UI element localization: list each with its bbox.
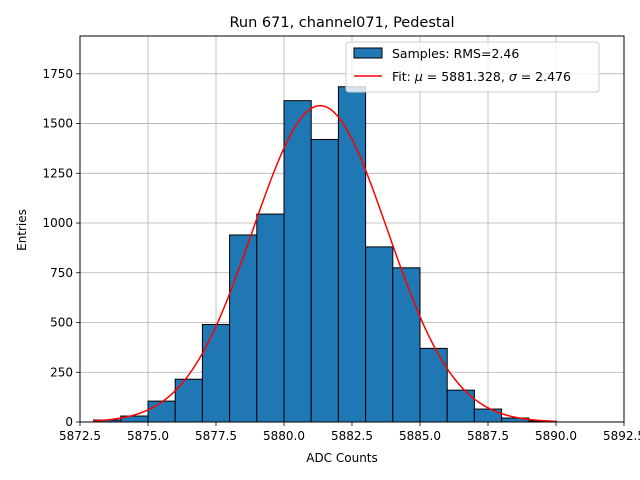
legend-fit-mu-value: = 5881.328, <box>423 69 509 84</box>
y-tick-label: 1000 <box>42 216 73 230</box>
histogram-bar <box>419 347 448 423</box>
x-tick-label: 5877.5 <box>195 429 237 443</box>
legend-fit-mu-symbol: μ <box>414 69 423 84</box>
y-tick-label: 0 <box>65 415 73 429</box>
x-tick-label: 5872.5 <box>59 429 101 443</box>
legend-histogram-label: Samples: RMS=2.46 <box>392 46 519 61</box>
y-tick-label: 1250 <box>42 166 73 180</box>
y-tick-label: 500 <box>50 316 73 330</box>
x-tick-label: 5880.0 <box>263 429 305 443</box>
legend-fit-prefix: Fit: <box>392 69 415 84</box>
histogram-bars <box>93 86 557 423</box>
histogram-bar <box>256 213 285 423</box>
x-tick-label: 5875.0 <box>127 429 169 443</box>
legend-fit-label: Fit: μ = 5881.328, σ = 2.476 <box>392 69 571 84</box>
y-tick-label: 1500 <box>42 117 73 131</box>
y-tick-label: 250 <box>50 365 73 379</box>
x-tick-label: 5882.5 <box>331 429 373 443</box>
y-tick-label: 750 <box>50 266 73 280</box>
x-tick-label: 5890.0 <box>535 429 577 443</box>
x-axis-label: ADC Counts <box>306 451 378 465</box>
chart-title: Run 671, channel071, Pedestal <box>229 15 454 31</box>
legend-box <box>345 41 600 93</box>
x-tick-label: 5887.5 <box>467 429 509 443</box>
x-axis-ticks: 5872.5 5875.0 5877.5 5880.0 5882.5 5885.0 5887… <box>59 422 640 443</box>
y-tick-label: 1750 <box>42 67 73 81</box>
x-tick-label: 5885.0 <box>399 429 441 443</box>
legend-histogram-swatch <box>353 47 383 59</box>
histogram-bar <box>365 246 394 423</box>
histogram-bar <box>473 408 503 423</box>
legend-fit-sigma-symbol: σ <box>509 69 518 84</box>
histogram-bar <box>201 324 231 423</box>
histogram-bar <box>229 234 258 423</box>
histogram-bar <box>310 138 339 423</box>
fit-curve-layer <box>93 104 557 423</box>
histogram-bar <box>392 267 421 423</box>
legend: Samples: RMS=2.46 Fit: μ = 5881.328, σ =… <box>345 41 600 93</box>
x-tick-label: 5892.5 <box>603 429 640 443</box>
histogram-bar <box>337 86 367 423</box>
y-axis-ticks: 0 250 500 750 1000 1250 1500 1750 <box>42 67 80 429</box>
histogram-bar <box>147 400 176 423</box>
legend-fit-sigma-value: = 2.476 <box>517 69 571 84</box>
y-axis-label: Entries <box>15 209 29 251</box>
fit-curve <box>93 104 557 423</box>
histogram-bar <box>283 100 312 423</box>
